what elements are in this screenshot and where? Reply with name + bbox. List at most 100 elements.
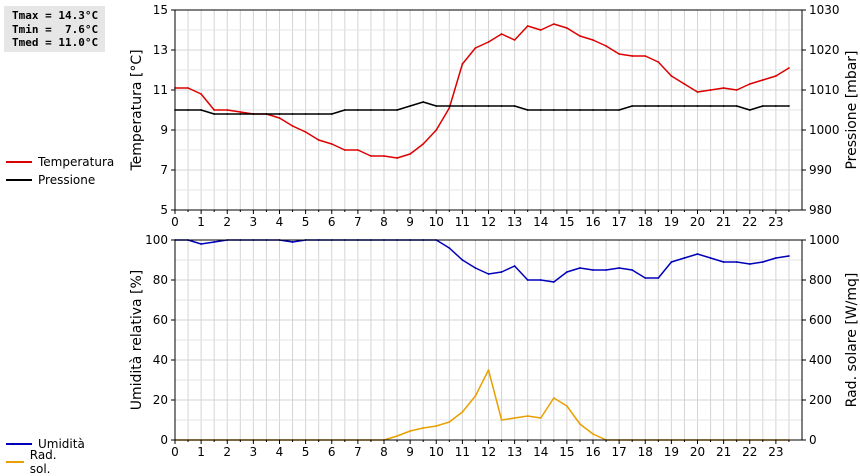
series-point-1 <box>618 109 621 111</box>
series-point-0 <box>213 109 216 111</box>
series-point-0 <box>278 117 281 119</box>
y-axis-label: Umidità relativa [%] <box>129 270 145 411</box>
series-point-0 <box>409 153 412 155</box>
y2-tick-label: 1000 <box>809 233 840 247</box>
series-point-1 <box>774 105 777 107</box>
series-point-1 <box>788 105 790 107</box>
x-tick-label: 2 <box>223 215 231 229</box>
series-point-1 <box>435 425 438 427</box>
x-tick-label: 1 <box>197 215 205 229</box>
series-point-0 <box>735 89 738 91</box>
series-point-0 <box>500 271 503 273</box>
legend-label-umidita: Umidità <box>38 437 85 451</box>
x-tick-label: 14 <box>533 215 548 229</box>
series-point-0 <box>670 261 673 263</box>
x-tick-label: 6 <box>328 445 336 459</box>
x-tick-label: 9 <box>406 215 414 229</box>
x-tick-label: 17 <box>611 215 626 229</box>
series-point-0 <box>579 267 581 269</box>
series-point-0 <box>618 267 621 269</box>
series-point-0 <box>396 157 398 159</box>
series-point-0 <box>552 281 555 283</box>
legend-swatch-pressione <box>6 179 32 181</box>
series-point-0 <box>552 23 555 25</box>
y-tick-label: 80 <box>153 273 168 287</box>
x-tick-label: 17 <box>611 445 626 459</box>
series-point-0 <box>592 39 594 41</box>
series-point-1 <box>670 105 673 107</box>
series-point-1 <box>631 105 634 107</box>
series-point-1 <box>722 105 725 107</box>
y-tick-label: 60 <box>153 313 168 327</box>
legend-top: Temperatura Pressione <box>6 153 114 189</box>
x-tick-label: 7 <box>354 215 362 229</box>
series-point-1 <box>422 427 425 429</box>
series-point-0 <box>343 149 346 151</box>
x-tick-label: 3 <box>250 445 258 459</box>
series-point-1 <box>513 105 516 107</box>
series-point-0 <box>383 155 385 157</box>
y-tick-label: 7 <box>160 163 168 177</box>
series-point-1 <box>435 105 438 107</box>
series-point-1 <box>592 433 594 435</box>
series-point-0 <box>605 269 607 271</box>
x-tick-label: 7 <box>354 445 362 459</box>
series-point-1 <box>474 105 477 107</box>
series-point-0 <box>722 87 725 89</box>
series-point-1 <box>709 105 712 107</box>
x-tick-label: 8 <box>380 445 388 459</box>
series-point-0 <box>370 155 372 157</box>
stats-box: Tmax = 14.3°C Tmin = 7.6°C Tmed = 11.0°C <box>4 6 105 52</box>
x-tick-label: 13 <box>507 215 522 229</box>
series-point-0 <box>696 253 699 255</box>
x-tick-label: 10 <box>429 215 444 229</box>
series-point-0 <box>683 257 686 259</box>
series-point-0 <box>422 143 425 145</box>
series-point-1 <box>500 419 503 421</box>
legend-item-temperatura: Temperatura <box>6 153 114 171</box>
x-tick-label: 12 <box>481 445 496 459</box>
series-point-0 <box>657 277 660 279</box>
series-point-0 <box>761 79 764 81</box>
series-point-0 <box>487 273 490 275</box>
series-point-0 <box>579 35 581 37</box>
series-point-0 <box>605 45 607 47</box>
y2-tick-label: 980 <box>809 203 832 217</box>
series-point-0 <box>461 259 464 261</box>
series-point-0 <box>200 243 203 245</box>
legend-item-pressione: Pressione <box>6 171 114 189</box>
series-point-1 <box>278 113 281 115</box>
y-tick-label: 100 <box>145 233 168 247</box>
series-point-0 <box>670 75 673 77</box>
series-point-0 <box>644 277 647 279</box>
series-point-1 <box>343 109 346 111</box>
x-tick-label: 13 <box>507 445 522 459</box>
series-point-0 <box>774 257 777 259</box>
series-point-0 <box>748 83 751 85</box>
y-tick-label: 5 <box>160 203 168 217</box>
y2-tick-label: 1000 <box>809 123 840 137</box>
x-tick-label: 16 <box>585 445 600 459</box>
y-tick-label: 13 <box>153 43 168 57</box>
x-tick-label: 20 <box>690 445 705 459</box>
tmin-stat: Tmin = 7.6°C <box>12 22 99 36</box>
series-point-1 <box>500 105 503 107</box>
series-point-0 <box>644 55 647 57</box>
series-point-1 <box>579 109 581 111</box>
series-point-1 <box>409 430 412 432</box>
series-point-0 <box>474 267 477 269</box>
series-point-1 <box>487 369 490 371</box>
x-tick-label: 20 <box>690 215 705 229</box>
series-point-1 <box>644 105 647 107</box>
x-tick-label: 5 <box>302 445 310 459</box>
series-point-0 <box>356 149 359 151</box>
series-point-1 <box>539 417 542 419</box>
series-point-1 <box>396 109 398 111</box>
series-point-0 <box>461 63 464 65</box>
legend-swatch-temperatura <box>6 161 32 163</box>
x-tick-label: 22 <box>742 215 757 229</box>
series-point-1 <box>579 423 581 425</box>
x-tick-label: 14 <box>533 445 548 459</box>
tmax-stat: Tmax = 14.3°C <box>12 9 99 22</box>
x-tick-label: 19 <box>664 215 679 229</box>
